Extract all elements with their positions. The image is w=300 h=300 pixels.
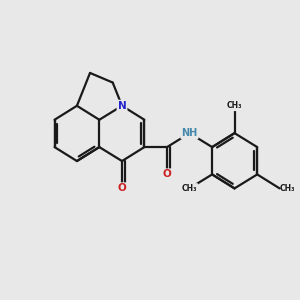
Text: CH₃: CH₃ [280, 184, 295, 193]
Text: CH₃: CH₃ [182, 184, 197, 193]
Text: O: O [163, 169, 171, 179]
Text: NH: NH [181, 128, 198, 138]
Text: N: N [118, 101, 126, 111]
Text: O: O [118, 183, 126, 194]
Text: CH₃: CH₃ [227, 101, 242, 110]
